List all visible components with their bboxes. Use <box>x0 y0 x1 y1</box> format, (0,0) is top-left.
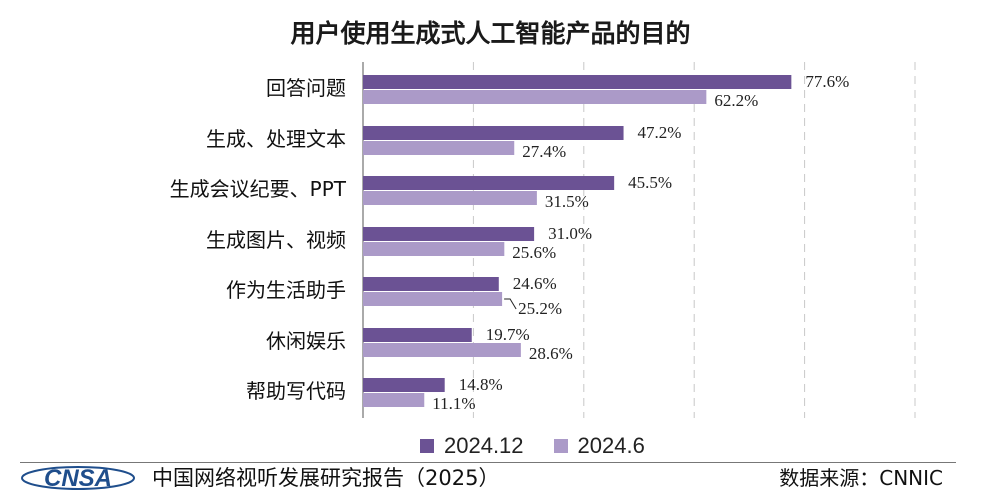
data-label: 27.4% <box>522 142 566 161</box>
bar-2024-12 <box>363 126 624 140</box>
data-label: 28.6% <box>529 344 573 363</box>
bar-2024-6 <box>363 90 707 104</box>
bar-2024-12 <box>363 75 792 89</box>
bar-2024-12 <box>363 328 472 342</box>
legend-label-series-2: 2024.6 <box>577 433 645 458</box>
data-label: 25.2% <box>518 299 562 318</box>
data-label: 19.7% <box>486 325 530 344</box>
data-label: 45.5% <box>628 173 672 192</box>
legend-swatch-series-1 <box>420 439 434 453</box>
footer: CNSA 中国网络视听发展研究报告（2025） 数据来源：CNNIC <box>0 462 981 494</box>
bar-2024-6 <box>363 191 537 205</box>
data-label: 31.5% <box>545 192 589 211</box>
data-label: 11.1% <box>432 394 475 413</box>
legend-swatch-series-2 <box>553 439 568 453</box>
bar-2024-6 <box>363 393 425 407</box>
cnsa-logo: CNSA <box>21 465 135 492</box>
data-label: 77.6% <box>805 72 849 91</box>
data-label: 47.2% <box>638 123 682 142</box>
data-label: 24.6% <box>513 274 557 293</box>
data-label: 25.6% <box>512 243 556 262</box>
bar-2024-12 <box>363 378 445 392</box>
legend-label-series-1: 2024.12 <box>444 433 524 458</box>
data-label: 62.2% <box>714 91 758 110</box>
category-label: 生成会议纪要、PPT <box>170 177 347 201</box>
legend-item-series-1: 2024.12 <box>420 433 524 459</box>
bar-2024-6 <box>363 292 503 306</box>
legend: 2024.12 2024.6 <box>420 433 675 459</box>
data-source: 数据来源：CNNIC <box>779 466 943 490</box>
category-label: 生成、处理文本 <box>206 127 346 151</box>
category-label: 休闲娱乐 <box>266 329 346 353</box>
chart-title: 用户使用生成式人工智能产品的目的 <box>290 19 691 48</box>
category-label: 生成图片、视频 <box>206 228 346 252</box>
footer-divider <box>20 462 956 463</box>
bar-2024-6 <box>363 343 521 357</box>
legend-item-series-2: 2024.6 <box>553 433 645 459</box>
category-label: 帮助写代码 <box>246 379 346 403</box>
bar-2024-6 <box>363 141 515 155</box>
bar-2024-12 <box>363 227 535 241</box>
category-label: 作为生活助手 <box>226 278 346 302</box>
bar-2024-6 <box>363 242 505 256</box>
data-label: 14.8% <box>459 375 503 394</box>
label-leader-line <box>504 298 517 310</box>
bar-2024-12 <box>363 176 615 190</box>
report-title: 中国网络视听发展研究报告（2025） <box>152 466 500 490</box>
category-label: 回答问题 <box>266 76 346 100</box>
bar-2024-12 <box>363 277 499 291</box>
data-label: 31.0% <box>548 224 592 243</box>
logo-text: CNSA <box>44 465 112 492</box>
